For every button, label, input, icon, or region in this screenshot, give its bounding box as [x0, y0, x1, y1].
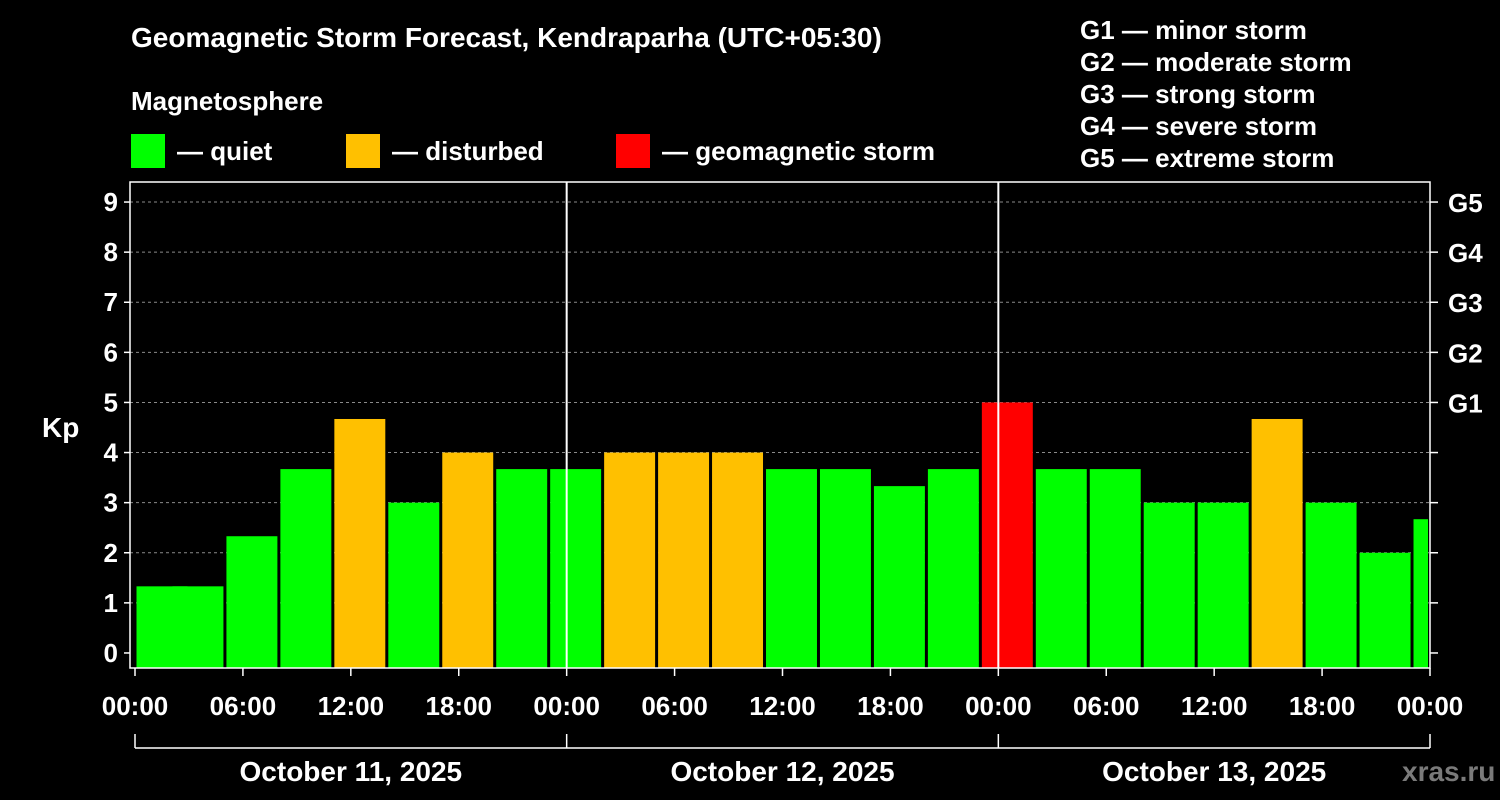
g-level-label: G5: [1448, 188, 1483, 218]
g-legend-item: G1 — minor storm: [1080, 15, 1307, 45]
plot-border: [129, 181, 1431, 669]
kp-bar: [604, 452, 656, 668]
kp-bar: [1143, 502, 1195, 668]
y-tick-label: 4: [104, 438, 119, 468]
day-label: October 12, 2025: [670, 756, 894, 787]
y-tick-label: 5: [104, 387, 118, 417]
kp-bar: [873, 486, 925, 668]
g-level-label: G1: [1448, 388, 1483, 418]
kp-bar: [1305, 502, 1357, 668]
x-tick-label: 12:00: [318, 691, 385, 721]
kp-bar: [226, 536, 278, 668]
x-tick-label: 00:00: [1397, 691, 1464, 721]
day-label: October 13, 2025: [1102, 756, 1326, 787]
y-axis: 0 1 2 3 4 5 6 7 8 9 Kp: [42, 187, 130, 668]
y-tick-label: 8: [104, 237, 118, 267]
kp-bar: [442, 452, 494, 668]
kp-bar: [1197, 502, 1249, 668]
kp-bar: [280, 469, 332, 668]
g-level-label: G4: [1448, 238, 1483, 268]
y-tick-label: 6: [104, 337, 118, 367]
g-legend-item: G3 — strong storm: [1080, 79, 1316, 109]
y-axis-label: Kp: [42, 412, 79, 443]
kp-bar: [981, 402, 1033, 668]
g-level-label: G2: [1448, 338, 1483, 368]
kp-bar: [1251, 418, 1303, 668]
legend-storm: — geomagnetic storm: [616, 134, 935, 168]
kp-bar: [766, 469, 817, 668]
plot-frame: [129, 181, 1431, 669]
g-legend-item: G4 — severe storm: [1080, 111, 1318, 141]
x-tick-label: 18:00: [1289, 691, 1356, 721]
kp-bar: [334, 418, 386, 668]
bars: [136, 402, 1428, 668]
x-tick-label: 06:00: [210, 691, 277, 721]
legend-disturbed-swatch: [346, 134, 380, 168]
y-tick-label: 0: [104, 638, 118, 668]
x-tick-label: 12:00: [1181, 691, 1248, 721]
kp-bar: [172, 586, 224, 668]
kp-bar: [1035, 469, 1087, 668]
kp-bar: [1089, 469, 1141, 668]
kp-bar: [819, 469, 871, 668]
g-legend-item: G5 — extreme storm: [1080, 143, 1335, 173]
kp-bar: [658, 452, 710, 668]
legend-storm-label: — geomagnetic storm: [662, 135, 936, 166]
kp-bar: [712, 452, 764, 668]
legend-quiet: — quiet: [131, 134, 272, 168]
y-tick-label: 3: [104, 488, 118, 518]
x-tick-label: 18:00: [857, 691, 924, 721]
x-tick-label: 00:00: [102, 691, 169, 721]
day-axis: October 11, 2025 October 12, 2025 October …: [134, 734, 1431, 787]
kp-bar: [388, 502, 440, 668]
chart-title: Geomagnetic Storm Forecast, Kendraparha …: [131, 22, 882, 53]
x-tick-label: 12:00: [749, 691, 816, 721]
x-tick-label: 00:00: [533, 691, 600, 721]
y-tick-label: 7: [104, 287, 118, 317]
kp-bar: [550, 469, 602, 668]
legend-disturbed: — disturbed: [346, 134, 544, 168]
kp-bar: [1359, 552, 1411, 668]
legend-quiet-swatch: [131, 134, 165, 168]
day-label: October 11, 2025: [240, 756, 463, 787]
y-tick-label: 9: [104, 187, 118, 217]
x-tick-label: 06:00: [641, 691, 708, 721]
x-tick-label: 00:00: [965, 691, 1032, 721]
chart-subtitle: Magnetosphere: [131, 86, 324, 116]
legend-disturbed-label: — disturbed: [392, 135, 544, 166]
y-tick-label: 1: [104, 588, 118, 618]
g-level-label: G3: [1448, 288, 1483, 318]
x-axis: 00:00 06:00 12:00 18:00 00:00 06:00 12:00 18:00…: [102, 668, 1464, 721]
kp-bar: [927, 469, 979, 668]
g-legend-item: G2 — moderate storm: [1080, 47, 1352, 77]
legend-quiet-label: — quiet: [177, 135, 273, 166]
kp-bar: [496, 469, 548, 668]
kp-bar: [1413, 519, 1428, 668]
x-tick-label: 18:00: [426, 691, 493, 721]
x-tick-label: 06:00: [1073, 691, 1140, 721]
g-axis: G1 G2 G3 G4 G5: [1430, 188, 1483, 654]
watermark: xras.ru: [1402, 756, 1496, 787]
legend-storm-swatch: [616, 134, 650, 168]
y-tick-label: 2: [104, 538, 118, 568]
g-scale-legend: G1 — minor storm G2 — moderate storm G3 …: [1080, 14, 1352, 174]
